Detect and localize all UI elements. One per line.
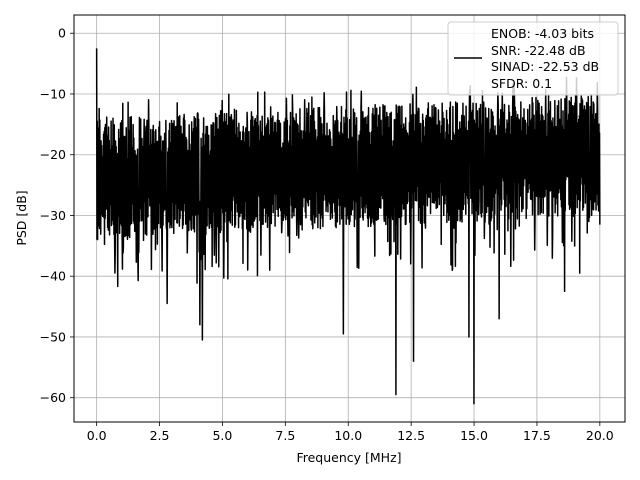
x-tick-label: 2.5 [150,428,170,443]
y-tick-label: −50 [40,329,66,344]
y-tick-label: −30 [40,208,66,223]
psd-series [95,48,601,405]
y-axis-ticks: 0 −10 −20 −30 −40 −50 −60 [40,26,74,405]
y-tick-label: 0 [58,26,66,41]
legend-sfdr: SFDR: 0.1 [491,76,552,91]
x-tick-label: 10.0 [334,428,362,443]
x-tick-label: 5.0 [212,428,232,443]
y-tick-label: −60 [40,390,66,405]
legend-snr: SNR: -22.48 dB [491,43,586,58]
legend: ENOB: -4.03 bits SNR: -22.48 dB SINAD: -… [447,21,619,96]
y-tick-label: −10 [40,86,66,101]
x-tick-label: 12.5 [397,428,425,443]
psd-series-line [95,48,601,405]
legend-sinad: SINAD: -22.53 dB [491,59,599,74]
x-tick-label: 20.0 [586,428,614,443]
x-tick-label: 15.0 [460,428,488,443]
x-tick-label: 0.0 [87,428,107,443]
x-axis-label: Frequency [MHz] [296,450,401,465]
y-tick-label: −40 [40,269,66,284]
x-tick-label: 17.5 [523,428,551,443]
legend-enob: ENOB: -4.03 bits [491,26,594,41]
y-axis-label: PSD [dB] [14,190,29,245]
y-tick-label: −20 [40,147,66,162]
x-axis-ticks: 0.0 2.5 5.0 7.5 10.0 12.5 15.0 17.5 20.0 [87,422,614,443]
plot-frame [73,14,626,423]
x-tick-label: 7.5 [275,428,295,443]
legend-box [447,21,619,96]
